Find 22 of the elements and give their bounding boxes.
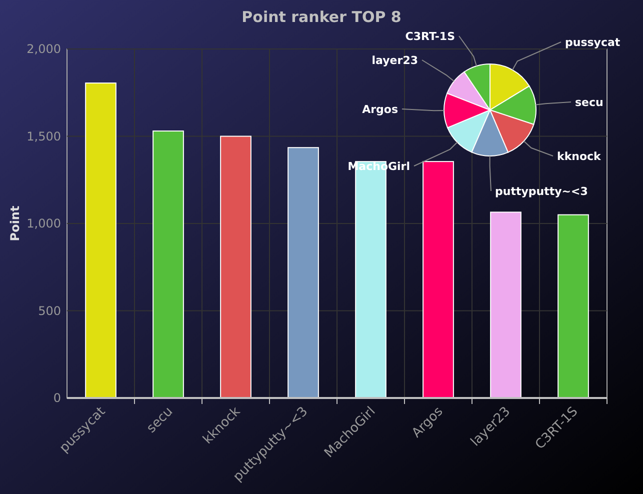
y-tick-label: 0 (53, 391, 61, 406)
bar (422, 161, 454, 398)
bar (152, 130, 184, 398)
bar (288, 147, 319, 398)
slice-label: MachoGirl (348, 160, 410, 173)
y-tick-label: 500 (38, 304, 61, 318)
bar (558, 214, 589, 398)
slice-label: kknock (557, 150, 602, 163)
bar (220, 136, 252, 398)
chart-title: Point ranker TOP 8 (242, 8, 402, 26)
y-tick-label: 1,500 (26, 129, 61, 144)
slice-label: C3RT-1S (405, 30, 456, 43)
bar (85, 82, 116, 398)
slice-label: pussycat (565, 36, 620, 49)
slice-label: Argos (362, 103, 398, 116)
slice-label: puttyputty~<3 (495, 185, 588, 198)
slice-label: secu (575, 96, 604, 109)
y-tick-label: 2,000 (26, 42, 61, 56)
slice-label: layer23 (372, 54, 418, 67)
bar (490, 212, 522, 398)
y-tick-label: 1,000 (26, 216, 61, 231)
y-axis-title: Point (8, 206, 22, 242)
